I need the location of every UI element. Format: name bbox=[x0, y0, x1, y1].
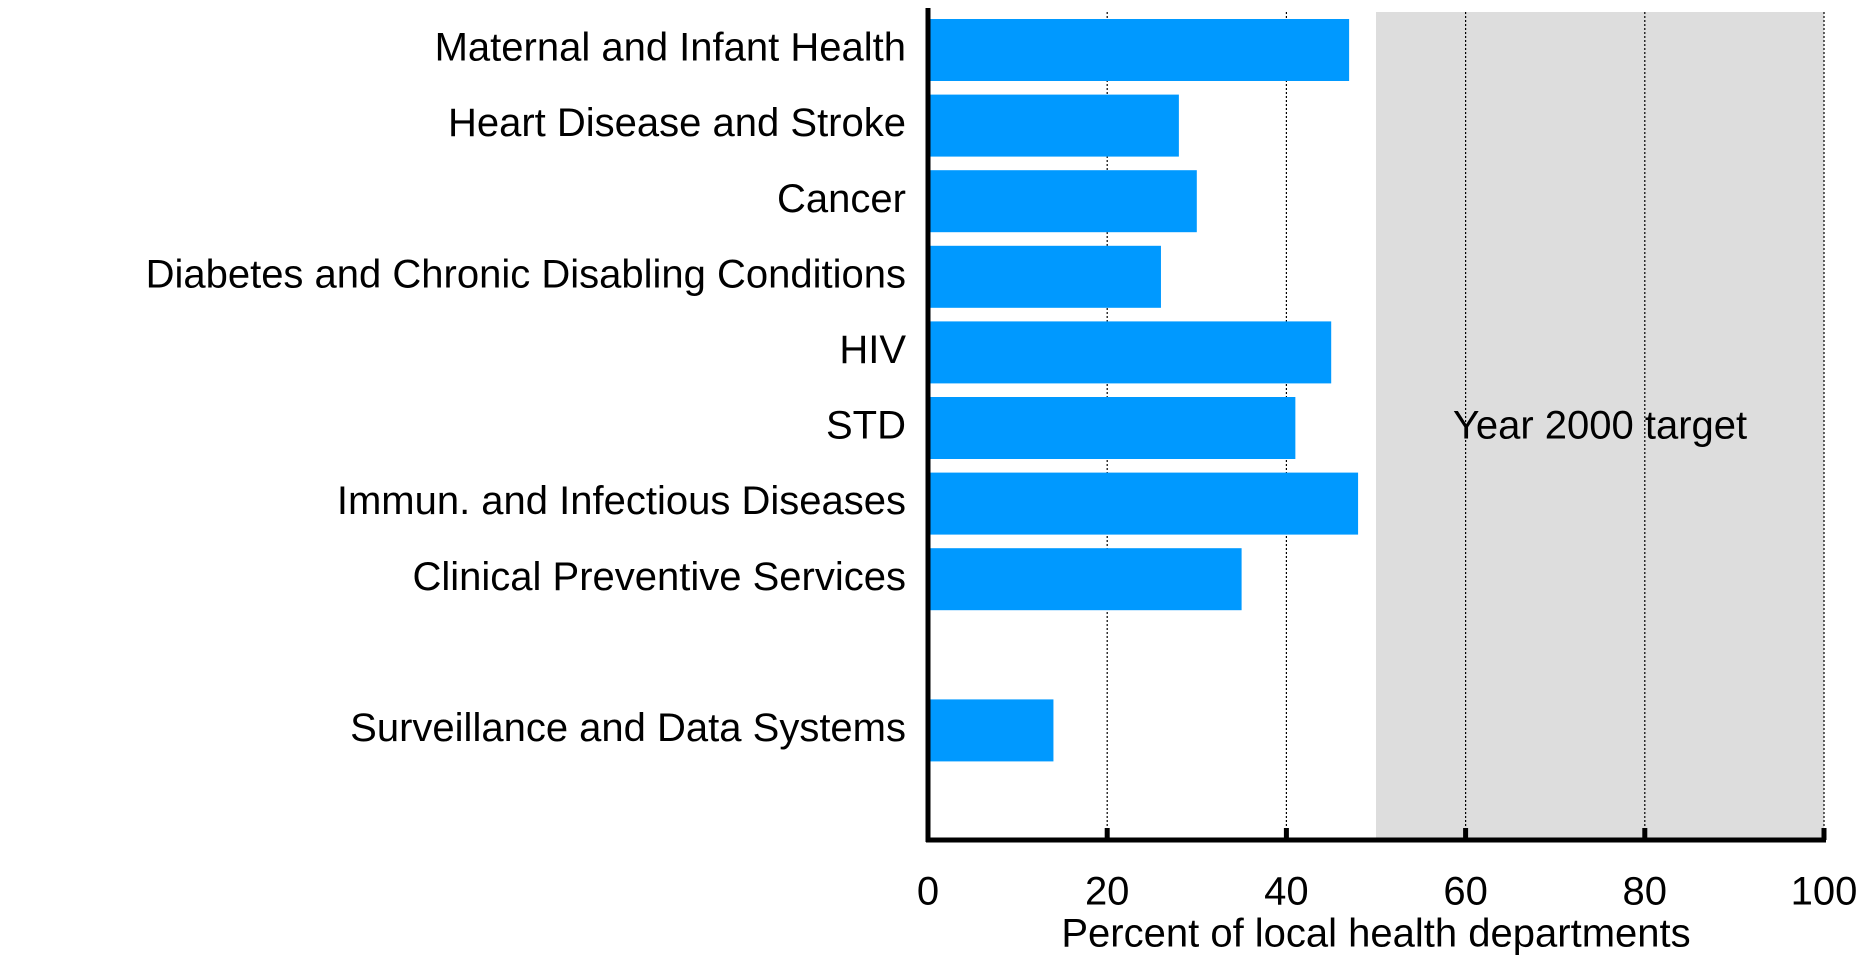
y-tick-label: Cancer bbox=[777, 177, 906, 221]
target-label: Year 2000 target bbox=[1453, 404, 1747, 448]
bar bbox=[928, 699, 1054, 762]
bar bbox=[928, 397, 1296, 459]
y-tick-label: Immun. and Infectious Diseases bbox=[337, 479, 906, 523]
y-tick-label: Surveillance and Data Systems bbox=[350, 706, 906, 750]
y-tick-label: Clinical Preventive Services bbox=[412, 555, 906, 599]
bar bbox=[928, 170, 1197, 233]
x-tick-label: 40 bbox=[1264, 870, 1309, 914]
bar bbox=[928, 548, 1242, 611]
target-band bbox=[1376, 12, 1824, 840]
y-tick-label: Heart Disease and Stroke bbox=[448, 101, 906, 145]
x-axis-label: Percent of local health departments bbox=[1061, 912, 1690, 956]
y-tick-label: Maternal and Infant Health bbox=[435, 26, 906, 70]
y-tick-label: HIV bbox=[839, 328, 906, 372]
y-tick-label: STD bbox=[826, 404, 906, 448]
x-tick-label: 80 bbox=[1623, 870, 1668, 914]
x-tick-label: 0 bbox=[917, 870, 939, 914]
y-tick-label: Diabetes and Chronic Disabling Condition… bbox=[146, 252, 906, 296]
bar bbox=[928, 245, 1161, 308]
x-tick-label: 100 bbox=[1791, 870, 1858, 914]
bar bbox=[928, 321, 1332, 384]
x-tick-label: 20 bbox=[1085, 870, 1130, 914]
bar bbox=[928, 19, 1350, 81]
x-tick-label: 60 bbox=[1443, 870, 1488, 914]
bar bbox=[928, 472, 1359, 535]
bar bbox=[928, 94, 1179, 157]
